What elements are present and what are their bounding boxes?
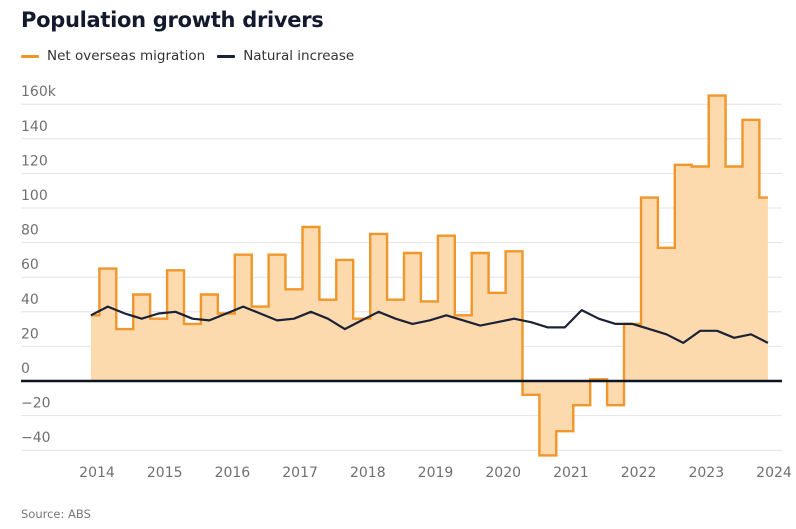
legend-label-migration: Net overseas migration [47, 48, 206, 64]
y-tick-label: 160k [21, 84, 57, 100]
chart-title: Population growth drivers [21, 8, 324, 32]
y-tick-label: 40 [21, 292, 39, 308]
x-tick-label: 2019 [418, 465, 454, 481]
y-tick-label: −40 [21, 430, 51, 446]
x-tick-label: 2024 [756, 465, 792, 481]
legend-item-migration: Net overseas migration [21, 48, 205, 64]
migration-area-fill [90, 95, 768, 456]
legend-swatch-natural [217, 54, 236, 58]
x-tick-label: 2017 [282, 465, 318, 481]
legend: Net overseas migration Natural increase [21, 48, 366, 64]
y-tick-label: 140 [21, 119, 48, 135]
x-tick-label: 2021 [553, 465, 589, 481]
y-tick-label: 20 [21, 326, 39, 342]
legend-item-natural: Natural increase [217, 48, 354, 64]
legend-swatch-migration [21, 54, 39, 58]
legend-label-natural: Natural increase [243, 48, 355, 64]
natural-increase-line [90, 305, 769, 344]
migration-area [90, 95, 768, 456]
y-tick-label: 100 [21, 188, 48, 204]
y-tick-label: 0 [21, 361, 30, 377]
y-tick-label: 120 [21, 153, 48, 169]
x-tick-label: 2020 [485, 465, 521, 481]
y-tick-label: 60 [21, 257, 39, 273]
x-tick-label: 2015 [147, 465, 183, 481]
y-tick-label: 80 [21, 223, 39, 239]
y-axis-labels: 160k 140 120 100 80 60 40 20 0 −20 −40 [21, 84, 57, 446]
x-tick-label: 2018 [350, 465, 386, 481]
x-tick-label: 2023 [688, 465, 724, 481]
source-note: Source: ABS [21, 507, 91, 521]
x-axis-labels: 2014 2015 2016 2017 2018 2019 2020 2021 2022 2023… [79, 465, 792, 481]
x-tick-label: 2016 [215, 465, 251, 481]
y-tick-label: −20 [21, 396, 51, 412]
migration-step-line [90, 94, 768, 457]
x-tick-label: 2022 [621, 465, 657, 481]
series-lines [90, 94, 769, 457]
x-tick-label: 2014 [79, 465, 115, 481]
